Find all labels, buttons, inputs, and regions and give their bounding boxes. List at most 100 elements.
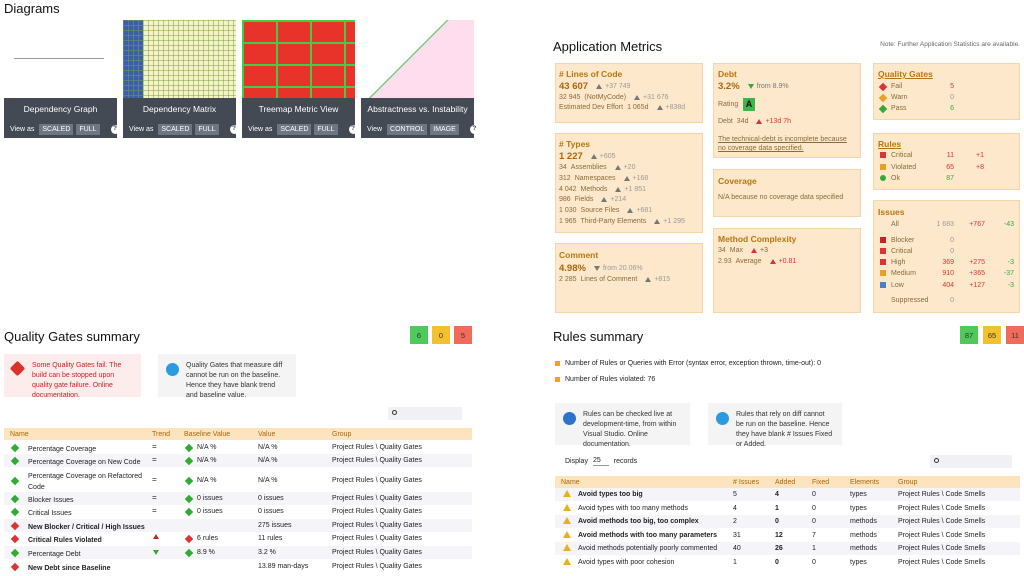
metric-panel: [555, 243, 703, 313]
rule-name[interactable]: Avoid types with poor cohesion: [578, 559, 675, 566]
rule-name[interactable]: Avoid methods too big, too complex: [578, 518, 699, 526]
gate-name[interactable]: Critical Issues: [28, 510, 72, 517]
rule-name[interactable]: Avoid methods potentially poorly comment…: [578, 545, 718, 553]
column-header: Name: [10, 431, 29, 438]
issue-added: +365: [969, 270, 985, 277]
gate-name[interactable]: Percentage Debt: [28, 551, 81, 558]
issue-fixed: -43: [1003, 221, 1014, 228]
arrow-icon: [747, 84, 754, 90]
gate-name[interactable]: Blocker Issues: [28, 497, 74, 504]
gate-name[interactable]: Percentage Coverage on Refactored Code: [28, 473, 143, 491]
metric-text: 43 607: [559, 81, 589, 92]
metric-text: +13d 7h: [765, 118, 791, 125]
metric-text: Average: [735, 257, 762, 265]
panel-title: Debt: [718, 69, 737, 79]
status-icon: [184, 507, 194, 517]
view-option[interactable]: FULL: [314, 124, 338, 135]
diagram-title: Dependency Graph: [23, 104, 98, 114]
help-button[interactable]: ?: [110, 125, 120, 134]
metric-row: Debt 34d +13d 7h: [718, 118, 795, 125]
debt-warning[interactable]: The technical-debt is incomplete because…: [718, 136, 847, 152]
issue-value: 369: [942, 259, 954, 266]
issue-value: 0: [950, 297, 954, 304]
metric-row: 4.98% from 20.06%: [559, 264, 647, 274]
view-label: View as: [10, 126, 35, 133]
metric-panel: [713, 169, 861, 217]
metric-text: 2 285: [559, 276, 577, 283]
metric-row: 34 Assemblies +20: [559, 164, 639, 171]
metric-panel: [555, 133, 703, 233]
help-button[interactable]: ?: [229, 125, 239, 134]
rule-name[interactable]: Avoid methods with too many parameters: [578, 531, 717, 539]
diagram-title: Treemap Metric View: [258, 104, 339, 114]
panel-title: Method Complexity: [718, 234, 797, 244]
arrow-icon: [623, 175, 630, 181]
gate-name[interactable]: New Debt since Baseline: [28, 565, 111, 572]
rule-issues: 2: [733, 518, 737, 526]
rule-name[interactable]: Avoid types too big: [578, 491, 643, 498]
rule-name[interactable]: Avoid types with too many methods: [578, 504, 688, 512]
group: Project Rules \ Quality Gates: [332, 563, 422, 570]
metric-text: from 8.9%: [756, 83, 789, 91]
issue-value: 404: [942, 282, 954, 289]
baseline: 0 issues: [197, 495, 223, 502]
info-box: Quality Gates that measure diff cannot b…: [158, 354, 296, 399]
metric-panel: [713, 228, 861, 313]
gate-value: 0: [950, 94, 954, 101]
diagram-thumbnail[interactable]: [361, 20, 474, 98]
rule-issues: 1: [733, 559, 737, 566]
view-option[interactable]: SCALED: [277, 124, 312, 135]
baseline: 0 issues: [197, 508, 223, 515]
view-option[interactable]: FULL: [195, 124, 219, 135]
diagram-thumbnail[interactable]: [123, 20, 236, 98]
column-header: Name: [561, 479, 580, 486]
display-select[interactable]: 25: [592, 457, 609, 466]
help-button[interactable]: ?: [348, 125, 358, 134]
view-option[interactable]: FULL: [76, 124, 100, 135]
group: Project Rules \ Quality Gates: [332, 477, 422, 484]
rule-group: Project Rules \ Code Smells: [898, 545, 986, 553]
gate-name[interactable]: Percentage Coverage: [28, 446, 97, 453]
rule-fixed: 0: [812, 559, 816, 566]
metric-text: Methods: [580, 185, 608, 193]
gate-name[interactable]: Critical Rules Violated: [28, 537, 102, 544]
view-option[interactable]: CONTROL: [387, 124, 428, 135]
column-header: Group: [898, 479, 918, 486]
view-option[interactable]: SCALED: [39, 124, 74, 135]
rule-elements: methods: [850, 531, 877, 539]
metric-row: 2 285 Lines of Comment +815: [559, 276, 674, 283]
search-box[interactable]: [930, 455, 1012, 468]
arrow-icon: [615, 186, 622, 192]
rule-group: Project Rules \ Code Smells: [898, 518, 986, 526]
metric-panel: [873, 63, 1020, 120]
count-badge: 6: [410, 326, 428, 344]
view-option[interactable]: SCALED: [158, 124, 193, 135]
arrow-icon: [634, 95, 641, 100]
panel-title[interactable]: Quality Gates: [878, 69, 933, 79]
help-button[interactable]: ?: [469, 125, 479, 134]
rule-elements: methods: [850, 518, 877, 526]
issue-fixed: -37: [1003, 270, 1014, 277]
diagram-thumbnail[interactable]: [4, 20, 117, 98]
search-box[interactable]: [388, 407, 462, 420]
rule-elements: types: [850, 504, 867, 512]
issue-label: All: [891, 221, 899, 228]
group: Project Rules \ Quality Gates: [332, 522, 422, 529]
gate-value: 6: [950, 105, 954, 112]
rule-fixed: 0: [812, 491, 816, 498]
status-icon: [10, 476, 20, 486]
gate-name[interactable]: New Blocker / Critical / High Issues: [28, 524, 145, 531]
gate-name[interactable]: Percentage Coverage on New Code: [28, 459, 141, 466]
row-bg: [555, 542, 1020, 556]
view-row: View CONTROL IMAGE?: [367, 124, 479, 135]
bullet: [555, 361, 560, 366]
panel-title: Comment: [559, 250, 599, 260]
metric-text: +1 295: [663, 218, 685, 225]
gate-label: Warn: [891, 94, 908, 101]
panel-title[interactable]: Rules: [878, 139, 902, 149]
metric-text: Max: [729, 247, 744, 254]
metric-row: 312 Namespaces +168: [559, 175, 652, 182]
warning-icon: [563, 503, 571, 511]
diagram-thumbnail[interactable]: [242, 20, 355, 98]
view-option[interactable]: IMAGE: [430, 124, 459, 135]
